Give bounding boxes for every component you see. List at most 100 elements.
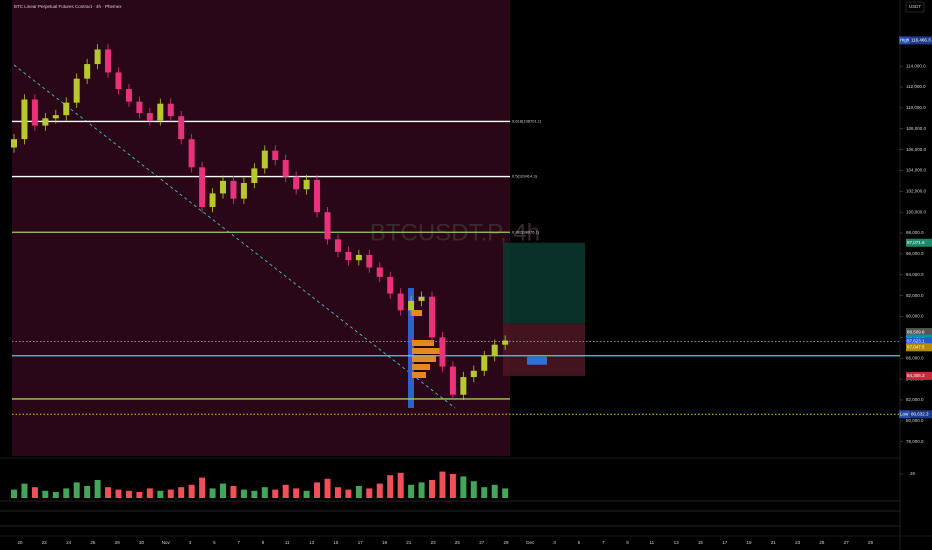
candle-body xyxy=(272,150,279,161)
candle-body xyxy=(42,118,49,126)
volume-bar xyxy=(303,490,310,498)
candle-body xyxy=(63,102,70,116)
candle-body xyxy=(11,139,17,148)
volume-bar xyxy=(439,471,446,498)
volume-tick-label: 2K xyxy=(910,471,916,476)
volume-bar xyxy=(52,492,59,498)
price-tick-label: 104,000.0 xyxy=(906,168,927,173)
time-label: 9 xyxy=(626,540,629,545)
price-tick-label: 82,000.0 xyxy=(906,397,924,402)
time-label: 21 xyxy=(771,540,777,545)
profile-bars xyxy=(412,356,436,362)
price-tick-label: 92,000.0 xyxy=(906,293,924,298)
candle-body xyxy=(167,103,174,117)
time-label: 21 xyxy=(406,540,412,545)
candle-body xyxy=(31,99,38,126)
volume-bar xyxy=(502,488,509,498)
candle-body xyxy=(491,344,498,357)
volume-bar xyxy=(105,487,112,498)
time-label: 11 xyxy=(285,540,290,545)
time-label: 11 xyxy=(649,540,654,545)
volume-bar xyxy=(178,487,185,498)
candle-body xyxy=(418,296,425,301)
price-tick-label: 96,000.0 xyxy=(906,251,924,256)
time-label: 3 xyxy=(189,540,192,545)
time-label: 29 xyxy=(503,540,509,545)
time-label: 22 xyxy=(42,540,48,545)
candle-body xyxy=(230,180,237,199)
profile-bars xyxy=(408,288,414,408)
candle-body xyxy=(178,116,185,140)
candle-body xyxy=(408,300,415,311)
time-label: 19 xyxy=(746,540,752,545)
candle-body xyxy=(251,168,258,183)
price-badge xyxy=(906,337,932,346)
volume-bar xyxy=(42,490,49,498)
profile-bars xyxy=(412,372,426,378)
volume-bar xyxy=(376,483,383,498)
price-tick-label: 108,000.0 xyxy=(906,126,927,131)
badge-tag-label: High xyxy=(900,38,910,43)
volume-bar xyxy=(11,489,17,498)
level-label: 0.618(108701.1) xyxy=(512,118,542,123)
volume-bar xyxy=(460,476,467,498)
price-badge xyxy=(906,371,932,380)
volume-bar xyxy=(418,482,425,498)
volume-bar xyxy=(397,472,404,498)
symbol-title: BTC Linear Perpetual Futures Contract · … xyxy=(14,4,122,9)
time-label: 30 xyxy=(139,540,145,545)
volume-bar xyxy=(366,488,373,498)
price-tick-label: 94,000.0 xyxy=(906,272,924,277)
time-label: 13 xyxy=(309,540,315,545)
candle-body xyxy=(293,176,300,190)
candle-body xyxy=(94,49,101,65)
candle-body xyxy=(376,267,383,277)
candle-body xyxy=(314,179,321,213)
candle-body xyxy=(439,337,446,367)
volume-bar xyxy=(272,489,279,498)
volume-bar xyxy=(470,481,477,498)
volume-bar xyxy=(230,486,237,498)
volume-bar xyxy=(251,490,258,498)
volume-bar xyxy=(115,489,122,498)
volume-bar xyxy=(355,486,362,498)
candle-body xyxy=(449,366,456,395)
volume-bar xyxy=(408,484,415,498)
candle-body xyxy=(303,179,310,190)
candle-body xyxy=(334,239,341,252)
price-badge xyxy=(906,328,932,337)
volume-bar xyxy=(314,482,321,498)
time-label: 17 xyxy=(358,540,364,545)
profile-bars xyxy=(412,348,442,354)
currency-box[interactable] xyxy=(905,1,925,13)
time-label: 7 xyxy=(602,540,605,545)
candle-body xyxy=(429,296,435,338)
volume-bar xyxy=(146,488,153,498)
badge-tag xyxy=(899,36,910,45)
price-badge xyxy=(910,36,932,45)
candle-body xyxy=(460,377,467,395)
time-label: 15 xyxy=(698,540,704,545)
price-badge-label: 87,047.5 xyxy=(907,345,925,350)
candle-body xyxy=(220,180,226,194)
volume-bar xyxy=(94,480,101,498)
volume-bar xyxy=(324,478,331,498)
order-marker xyxy=(527,356,547,365)
volume-bar xyxy=(282,484,289,498)
profile-bars xyxy=(412,364,430,370)
price-tick-label: 112,000.0 xyxy=(906,84,926,89)
time-label: 17 xyxy=(722,540,728,545)
time-label: 13 xyxy=(674,540,680,545)
price-tick-label: 114,000.0 xyxy=(906,63,926,68)
volume-bar xyxy=(136,492,143,498)
price-badge-label: 84,306.3 xyxy=(907,373,925,378)
time-label: 9 xyxy=(262,540,265,545)
volume-bar xyxy=(209,488,216,498)
time-label: 5 xyxy=(213,540,216,545)
price-badge-label: 97,071.6 xyxy=(907,240,925,245)
time-label: Dec xyxy=(526,540,535,545)
volume-bar xyxy=(73,482,80,498)
volume-bar xyxy=(31,487,38,498)
price-tick-label: 86,000.0 xyxy=(906,355,924,360)
currency[interactable]: USDT xyxy=(909,4,922,9)
